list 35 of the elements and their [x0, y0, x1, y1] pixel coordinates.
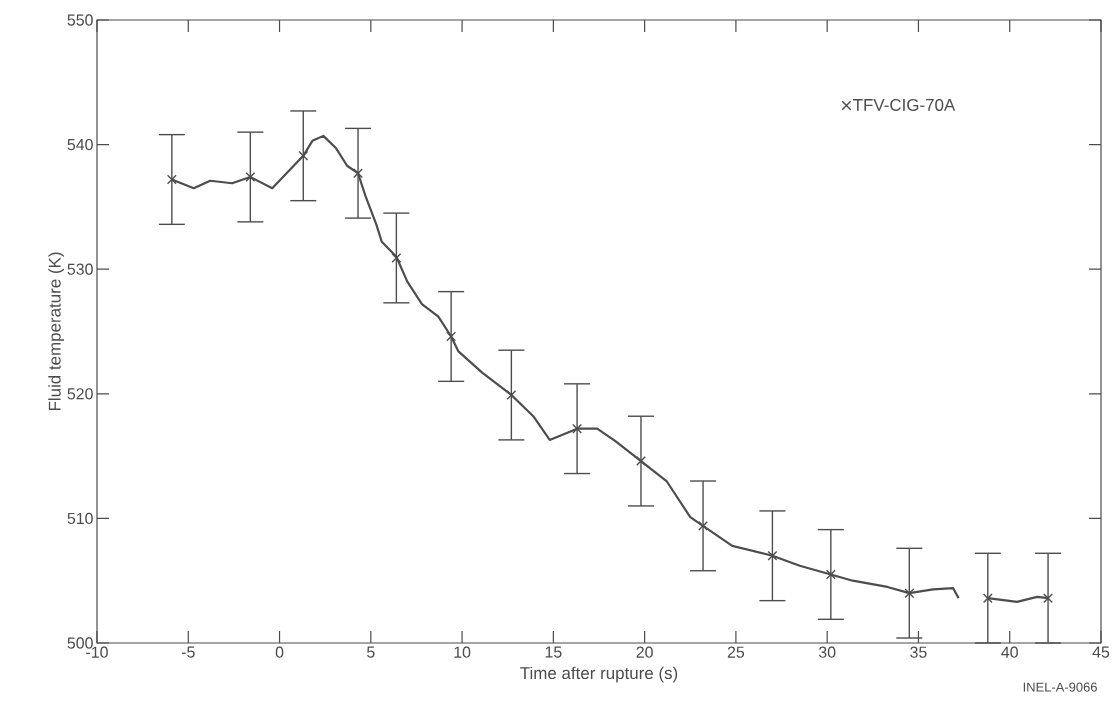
- x-tick-label: 15: [545, 646, 562, 658]
- y-tick-label: 530: [67, 263, 93, 275]
- x-tick-label: 10: [454, 646, 471, 658]
- point: [904, 588, 915, 599]
- x-tick-label: 25: [727, 646, 745, 658]
- x-tick-label: 35: [910, 646, 927, 658]
- x-tick-label: -5: [181, 646, 195, 658]
- point: [572, 423, 583, 434]
- x-tick-label: 20: [636, 646, 653, 658]
- x-tick-label: 45: [1092, 646, 1110, 658]
- point: [506, 390, 517, 400]
- x-tick-label: 30: [818, 646, 836, 658]
- point: [982, 593, 993, 604]
- legend-label: TFV-CIG-70A: [853, 98, 956, 111]
- point: [636, 456, 646, 467]
- x-tick-label: 40: [1001, 646, 1018, 658]
- point: [446, 331, 457, 342]
- point: [353, 168, 363, 179]
- y-tick-label: 520: [67, 388, 93, 400]
- point: [825, 569, 836, 580]
- point: [245, 172, 256, 182]
- y-tick-label: 550: [67, 14, 93, 26]
- point: [767, 550, 778, 561]
- point: [298, 150, 309, 161]
- point: [166, 174, 177, 185]
- point: [1043, 593, 1053, 604]
- point: [391, 253, 402, 263]
- point: [698, 520, 708, 531]
- x-tick-label: 0: [275, 646, 284, 658]
- text: INEL-A-9066: [1023, 682, 1097, 692]
- x-axis-title: Time after rupture (s): [520, 666, 678, 683]
- x-tick-label: 5: [367, 646, 375, 658]
- y-tick-label: 510: [67, 512, 93, 525]
- y-axis-title: Fluid temperature (K): [48, 252, 65, 411]
- y-tick-label: 540: [67, 138, 93, 151]
